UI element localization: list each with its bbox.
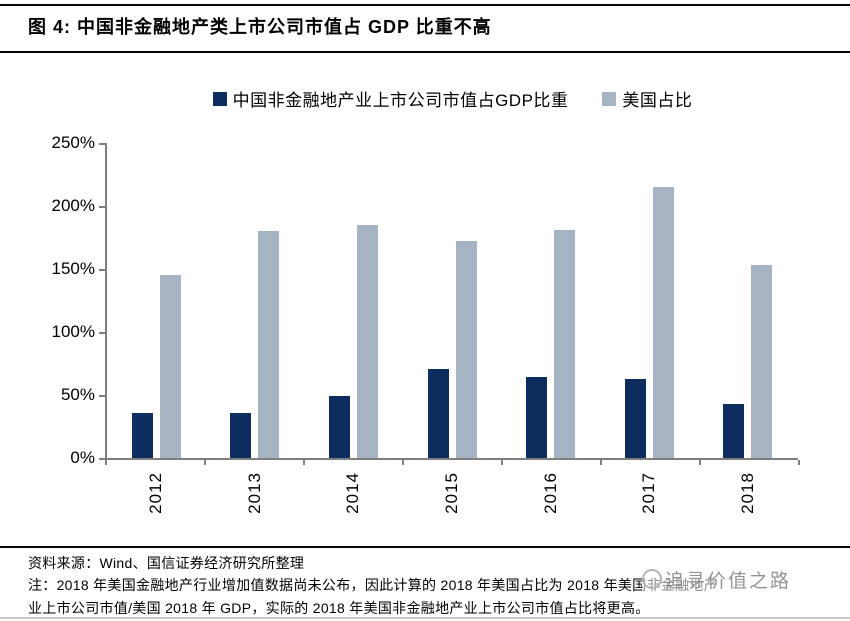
watermark-text: 追寻价值之路: [665, 570, 792, 592]
x-tick-mark: [501, 460, 503, 465]
bar-china-2018: [723, 404, 745, 458]
bar-us-2017: [652, 187, 674, 458]
bar-china-2017: [624, 379, 646, 458]
bar-us-2013: [258, 231, 280, 458]
bar-us-2018: [751, 265, 773, 458]
y-tick-label-250: 250%: [51, 133, 95, 152]
legend-swatch-us-icon: [602, 91, 617, 106]
bar-us-2015: [455, 241, 477, 458]
y-tick-label-50: 50%: [60, 385, 95, 404]
y-tick-label-0: 0%: [70, 448, 95, 467]
y-tick-label-150: 150%: [51, 259, 95, 278]
bar-group-2018: [698, 143, 797, 458]
y-tick-mark: [99, 206, 105, 208]
x-label-cell-2016: 2016: [501, 472, 600, 544]
bar-group-2016: [501, 143, 600, 458]
source-line: 资料来源：Wind、国信证券经济研究所整理: [28, 555, 305, 571]
bar-china-2016: [526, 377, 548, 458]
legend-item-us: 美国占比: [602, 86, 692, 111]
x-tick-mark: [699, 460, 701, 465]
x-tick-label-2018: 2018: [737, 472, 757, 514]
watermark-logo-icon: [642, 569, 662, 589]
bar-group-2015: [403, 143, 502, 458]
legend-item-china: 中国非金融地产业上市公司市值占GDP比重: [212, 86, 569, 111]
bar-group-2012: [107, 143, 206, 458]
x-label-cell-2014: 2014: [304, 472, 403, 544]
x-label-cell-2012: 2012: [107, 472, 206, 544]
x-axis-labels: 2012 2013 2014 2015 2016 2017 2018: [107, 472, 797, 544]
bar-china-2015: [427, 369, 449, 458]
y-tick-mark: [99, 458, 105, 460]
x-tick-mark: [204, 460, 206, 465]
bar-china-2013: [230, 413, 252, 458]
bottom-divider: [0, 617, 850, 619]
x-tick-label-2016: 2016: [540, 472, 560, 514]
y-tick-label-100: 100%: [51, 322, 95, 341]
legend-label-us: 美国占比: [622, 91, 693, 110]
x-tick-mark: [798, 460, 800, 465]
x-label-cell-2018: 2018: [698, 472, 797, 544]
y-tick-mark: [99, 332, 105, 334]
y-tick-label-200: 200%: [51, 196, 95, 215]
footer-divider: [0, 546, 850, 548]
top-divider: [0, 4, 850, 6]
bar-us-2014: [356, 225, 378, 458]
x-tick-label-2012: 2012: [146, 472, 166, 514]
chart-legend: 中国非金融地产业上市公司市值占GDP比重 美国占比: [107, 86, 798, 111]
figure-title: 图 4: 中国非金融地产类上市公司市值占 GDP 比重不高: [28, 17, 492, 37]
note-line-2: 业上市公司市值/美国 2018 年 GDP，实际的 2018 年美国非金融地产业…: [28, 600, 650, 616]
x-tick-mark: [105, 460, 107, 465]
x-tick-label-2017: 2017: [639, 472, 659, 514]
x-tick-mark: [402, 460, 404, 465]
plot-bars: [107, 143, 797, 458]
bar-group-2017: [600, 143, 699, 458]
x-tick-mark: [600, 460, 602, 465]
y-axis-line: [105, 143, 107, 460]
x-label-cell-2015: 2015: [403, 472, 502, 544]
x-tick-label-2013: 2013: [244, 472, 264, 514]
bar-us-2012: [159, 275, 181, 458]
x-tick-mark: [303, 460, 305, 465]
note-line-1: 注：2018 年美国金融地产行业增加值数据尚未公布，因此计算的 2018 年美国…: [28, 577, 718, 593]
bar-chart: 0% 50% 100% 150% 200% 250% 2012 2013 2014 2015 20…: [0, 120, 850, 545]
title-divider: [0, 51, 850, 53]
bar-group-2013: [206, 143, 305, 458]
y-tick-mark: [99, 395, 105, 397]
x-label-cell-2017: 2017: [600, 472, 699, 544]
y-tick-mark: [99, 269, 105, 271]
x-tick-label-2014: 2014: [343, 472, 363, 514]
x-label-cell-2013: 2013: [206, 472, 305, 544]
bar-china-2012: [131, 413, 153, 458]
y-tick-mark: [99, 143, 105, 145]
x-axis-line: [105, 458, 798, 460]
legend-swatch-china-icon: [212, 91, 227, 106]
x-tick-label-2015: 2015: [442, 472, 462, 514]
watermark: 追寻价值之路: [642, 566, 792, 592]
legend-label-china: 中国非金融地产业上市公司市值占GDP比重: [232, 91, 569, 110]
bar-group-2014: [304, 143, 403, 458]
bar-china-2014: [328, 396, 350, 458]
bar-us-2016: [554, 230, 576, 458]
